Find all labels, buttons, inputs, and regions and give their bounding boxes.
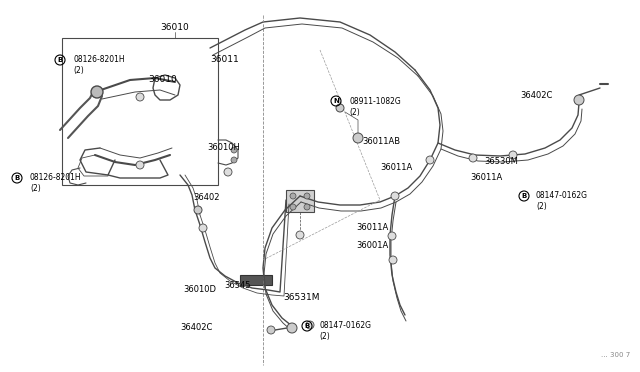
Text: 36530M: 36530M (484, 157, 518, 167)
Text: 36011A: 36011A (380, 164, 412, 173)
Text: 08147-0162G: 08147-0162G (319, 321, 371, 330)
Text: 08147-0162G: 08147-0162G (536, 192, 588, 201)
Bar (62, 38, 218, 185)
Circle shape (290, 204, 296, 210)
Circle shape (194, 206, 202, 214)
Circle shape (304, 193, 310, 199)
Circle shape (290, 193, 296, 199)
Circle shape (136, 161, 144, 169)
Text: 36011: 36011 (210, 55, 239, 64)
Text: 36011AB: 36011AB (362, 138, 400, 147)
Circle shape (224, 168, 232, 176)
Circle shape (304, 204, 310, 210)
Circle shape (426, 156, 434, 164)
Circle shape (574, 95, 584, 105)
Circle shape (136, 93, 144, 101)
Circle shape (389, 256, 397, 264)
Circle shape (336, 104, 344, 112)
Text: (2): (2) (73, 65, 84, 74)
Circle shape (267, 326, 275, 334)
Text: 36010: 36010 (148, 76, 177, 84)
Text: 36010H: 36010H (207, 144, 240, 153)
Text: B: B (14, 175, 20, 181)
Circle shape (509, 151, 517, 159)
Text: (2): (2) (30, 185, 41, 193)
Text: 36011A: 36011A (356, 224, 388, 232)
Text: 36402C: 36402C (520, 90, 552, 99)
Circle shape (91, 86, 103, 98)
Bar (286, 190, 314, 212)
Text: (2): (2) (349, 108, 360, 116)
Text: 36010: 36010 (161, 23, 189, 32)
Circle shape (231, 157, 237, 163)
Text: N: N (333, 98, 339, 104)
Text: 36402C: 36402C (180, 324, 212, 333)
Text: B: B (58, 57, 63, 63)
Circle shape (231, 147, 237, 153)
Text: B: B (522, 193, 527, 199)
Circle shape (287, 323, 297, 333)
Text: 36011A: 36011A (470, 173, 502, 183)
Circle shape (296, 231, 304, 239)
Text: B: B (305, 323, 310, 329)
Circle shape (391, 192, 399, 200)
Text: (2): (2) (319, 333, 330, 341)
Text: ... 300 7: ... 300 7 (601, 352, 630, 358)
Circle shape (306, 321, 314, 329)
Circle shape (469, 154, 477, 162)
Text: 08126-8201H: 08126-8201H (73, 55, 125, 64)
Text: 08911-1082G: 08911-1082G (349, 96, 401, 106)
Text: 08126-8201H: 08126-8201H (30, 173, 82, 183)
Text: 36010D: 36010D (183, 285, 216, 295)
Text: 36402: 36402 (193, 193, 220, 202)
Text: 36531M: 36531M (283, 294, 319, 302)
Circle shape (199, 224, 207, 232)
Text: 36545: 36545 (224, 280, 250, 289)
Circle shape (353, 133, 363, 143)
Text: (2): (2) (536, 202, 547, 212)
Circle shape (388, 232, 396, 240)
Bar (240, 275, 272, 285)
Text: 36001A: 36001A (356, 241, 388, 250)
